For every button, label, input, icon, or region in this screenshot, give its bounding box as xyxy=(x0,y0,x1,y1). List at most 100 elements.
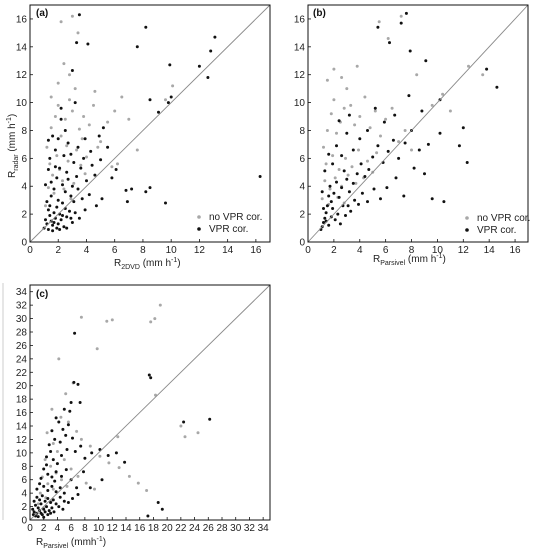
panel-c-y-tick-label: 34 xyxy=(16,287,28,298)
panel-a-point-vpr xyxy=(90,163,94,167)
panel-a-point-no-vpr xyxy=(62,187,66,191)
panel-b-y-tick-label: 8 xyxy=(299,126,305,137)
panel-c-point-vpr xyxy=(45,505,48,509)
panel-a-point-vpr xyxy=(70,69,74,72)
panel-c-point-vpr xyxy=(76,493,80,496)
panel-c-point-no-vpr xyxy=(183,435,187,439)
panel-c-point-vpr xyxy=(34,503,37,507)
panel-b-point-vpr xyxy=(442,200,446,204)
panel-b-point-vpr xyxy=(399,21,403,25)
panel-c-y-tick-label: 16 xyxy=(16,408,28,419)
panel-c-point-no-vpr xyxy=(93,487,96,491)
panel-c-point-vpr xyxy=(42,467,46,471)
panel-a-point-no-vpr xyxy=(96,145,100,149)
panel-a-point-vpr xyxy=(48,214,52,217)
panel-c-point-vpr xyxy=(62,499,66,503)
panel-c-point-vpr xyxy=(46,489,50,492)
panel-a-point-no-vpr xyxy=(55,154,59,158)
panel-c-point-vpr xyxy=(73,331,77,335)
panel-a-point-vpr xyxy=(63,129,67,132)
panel-a-point-vpr xyxy=(164,201,167,205)
panel-b-y-tick-label: 0 xyxy=(299,238,305,249)
panel-b-point-vpr xyxy=(423,172,426,176)
panel-a-point-vpr xyxy=(46,168,50,171)
panel-a-point-vpr xyxy=(65,226,69,230)
panel-b-point-vpr xyxy=(322,207,325,210)
panel-b-x-tick-label: 2 xyxy=(331,245,337,256)
panel-c-point-no-vpr xyxy=(46,482,50,486)
panel-a-point-no-vpr xyxy=(79,163,83,167)
panel-b-point-vpr xyxy=(347,190,351,194)
panel-c-point-vpr xyxy=(36,515,40,519)
panel-c-point-vpr xyxy=(69,401,73,404)
panel-a-point-no-vpr xyxy=(70,14,74,18)
panel-c-point-no-vpr xyxy=(158,303,162,307)
panel-a-point-vpr xyxy=(48,204,52,208)
panel-b-point-vpr xyxy=(417,148,421,152)
panel-b-x-tick-label: 4 xyxy=(357,245,363,256)
panel-a-point-vpr xyxy=(144,190,148,194)
panel-c-point-vpr xyxy=(50,484,54,488)
panel-b-point-no-vpr xyxy=(373,109,377,113)
panel-c-point-no-vpr xyxy=(62,458,66,462)
panel-b-point-no-vpr xyxy=(331,154,335,158)
panel-a-point-vpr xyxy=(44,183,47,187)
panel-c-point-no-vpr xyxy=(105,319,109,323)
panel-a-point-vpr xyxy=(148,98,152,102)
panel-a-point-vpr xyxy=(213,35,217,39)
panel-c-label: (c) xyxy=(36,289,48,300)
panel-c-point-vpr xyxy=(46,472,50,476)
panel-a-point-no-vpr xyxy=(73,87,77,91)
panel-c-y-tick-label: 22 xyxy=(16,368,28,379)
panel-a-point-vpr xyxy=(94,204,98,208)
panel-c-y-tick-label: 30 xyxy=(16,314,28,325)
panel-c-point-no-vpr xyxy=(43,458,47,462)
panel-c-point-no-vpr xyxy=(66,420,70,424)
panel-a-point-no-vpr xyxy=(120,95,124,99)
panel-c-point-vpr xyxy=(147,373,151,377)
panel-b-point-no-vpr xyxy=(325,129,329,132)
panel-c-x-tick-label: 20 xyxy=(162,523,174,534)
panel-c-point-vpr xyxy=(39,476,43,480)
panel-c-point-vpr xyxy=(88,486,92,490)
panel-b-point-no-vpr xyxy=(386,37,390,40)
panel-b-point-vpr xyxy=(394,176,398,180)
panel-c-point-vpr xyxy=(46,497,50,500)
panel-a-point-vpr xyxy=(93,173,97,177)
panel-c-point-no-vpr xyxy=(95,347,99,351)
panel-c-x-tick-label: 12 xyxy=(107,523,119,534)
panel-c-point-vpr xyxy=(71,436,74,440)
panel-a-point-vpr xyxy=(70,221,74,224)
panel-a-point-vpr xyxy=(101,126,105,130)
panel-b-point-vpr xyxy=(337,119,341,123)
panel-c-point-no-vpr xyxy=(196,431,200,435)
panel-b-point-vpr xyxy=(412,166,416,170)
panel-b-y-tick-label: 14 xyxy=(294,42,306,53)
panel-b-point-vpr xyxy=(323,216,327,220)
panel-b-point-no-vpr xyxy=(358,115,362,118)
panel-a-point-vpr xyxy=(72,200,76,204)
panel-a-point-no-vpr xyxy=(59,134,63,138)
panel-a-point-vpr xyxy=(157,110,160,114)
panel-a-point-vpr xyxy=(55,226,59,230)
panel-a-point-vpr xyxy=(144,25,148,29)
panel-b-y-tick-label: 4 xyxy=(299,182,305,193)
panel-a-point-no-vpr xyxy=(85,155,88,159)
panel-b-point-no-vpr xyxy=(448,109,452,113)
panel-a-point-no-vpr xyxy=(83,172,87,176)
panel-a-point-vpr xyxy=(114,168,118,171)
panel-b-point-no-vpr xyxy=(323,179,327,183)
panel-c-point-no-vpr xyxy=(76,474,80,478)
panel-b-point-vpr xyxy=(373,106,377,110)
panel-c-point-vpr xyxy=(149,376,153,380)
panel-a: 0 2 4 6 8 10 12 14 16 0 2 4 6 8 10 12 14 16 (a) R2DVD (mm… xyxy=(6,4,271,271)
panel-b-legend-label-no-vpr: no VPR cor. xyxy=(477,213,530,224)
panel-a-point-vpr xyxy=(49,180,53,184)
panel-b-point-no-vpr xyxy=(333,176,337,180)
panel-b-point-vpr xyxy=(408,49,412,53)
panel-b-y-tick-label: 12 xyxy=(294,70,306,81)
panel-a-point-vpr xyxy=(168,63,172,67)
panel-a-point-vpr xyxy=(197,64,201,68)
panel-c-y-tick-label: 10 xyxy=(16,448,28,459)
panel-c-point-vpr xyxy=(72,380,76,384)
